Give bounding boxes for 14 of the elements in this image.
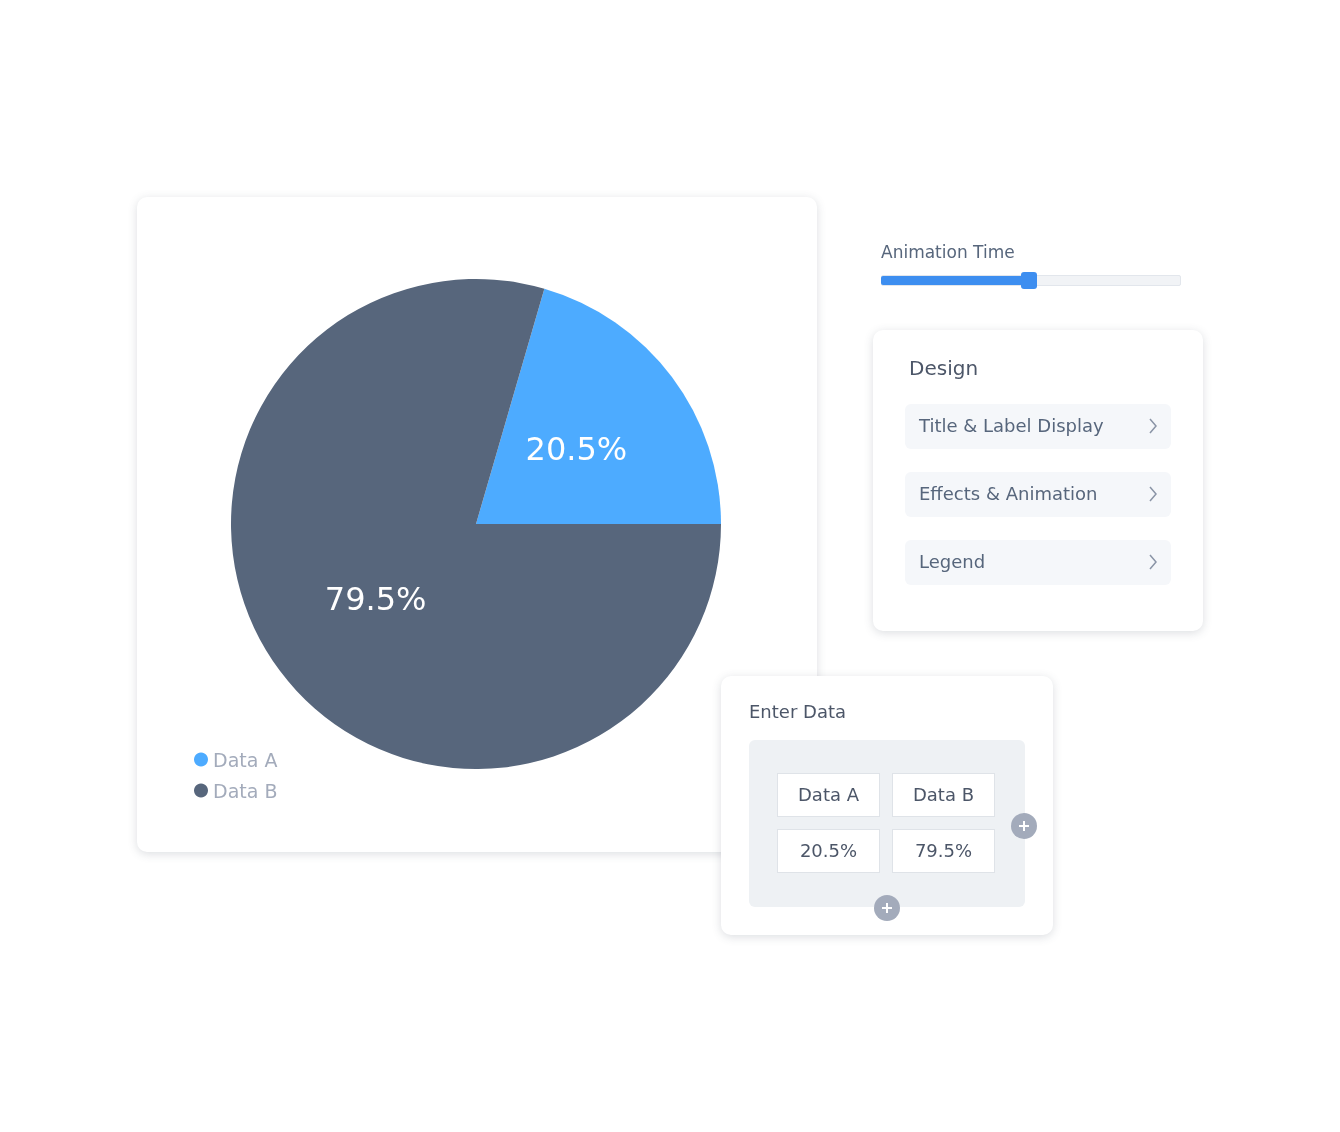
text: 20.5%: [798, 840, 859, 861]
text: Title & Label Display: [919, 415, 1104, 436]
text: Legend: [919, 551, 986, 572]
text: Data B: [911, 784, 976, 805]
text: Design: [909, 356, 979, 380]
text: Effects & Animation: [919, 483, 1098, 504]
text: Data A: [797, 784, 860, 805]
text: Animation Time: [881, 242, 1015, 262]
legend-label: Data B: [213, 779, 278, 802]
text: Enter Data: [749, 701, 847, 722]
legend-label: Data A: [213, 748, 278, 771]
text: 79.5%: [913, 840, 974, 861]
data-label: 20.5%: [525, 429, 628, 468]
data-label: 79.5%: [324, 580, 427, 619]
